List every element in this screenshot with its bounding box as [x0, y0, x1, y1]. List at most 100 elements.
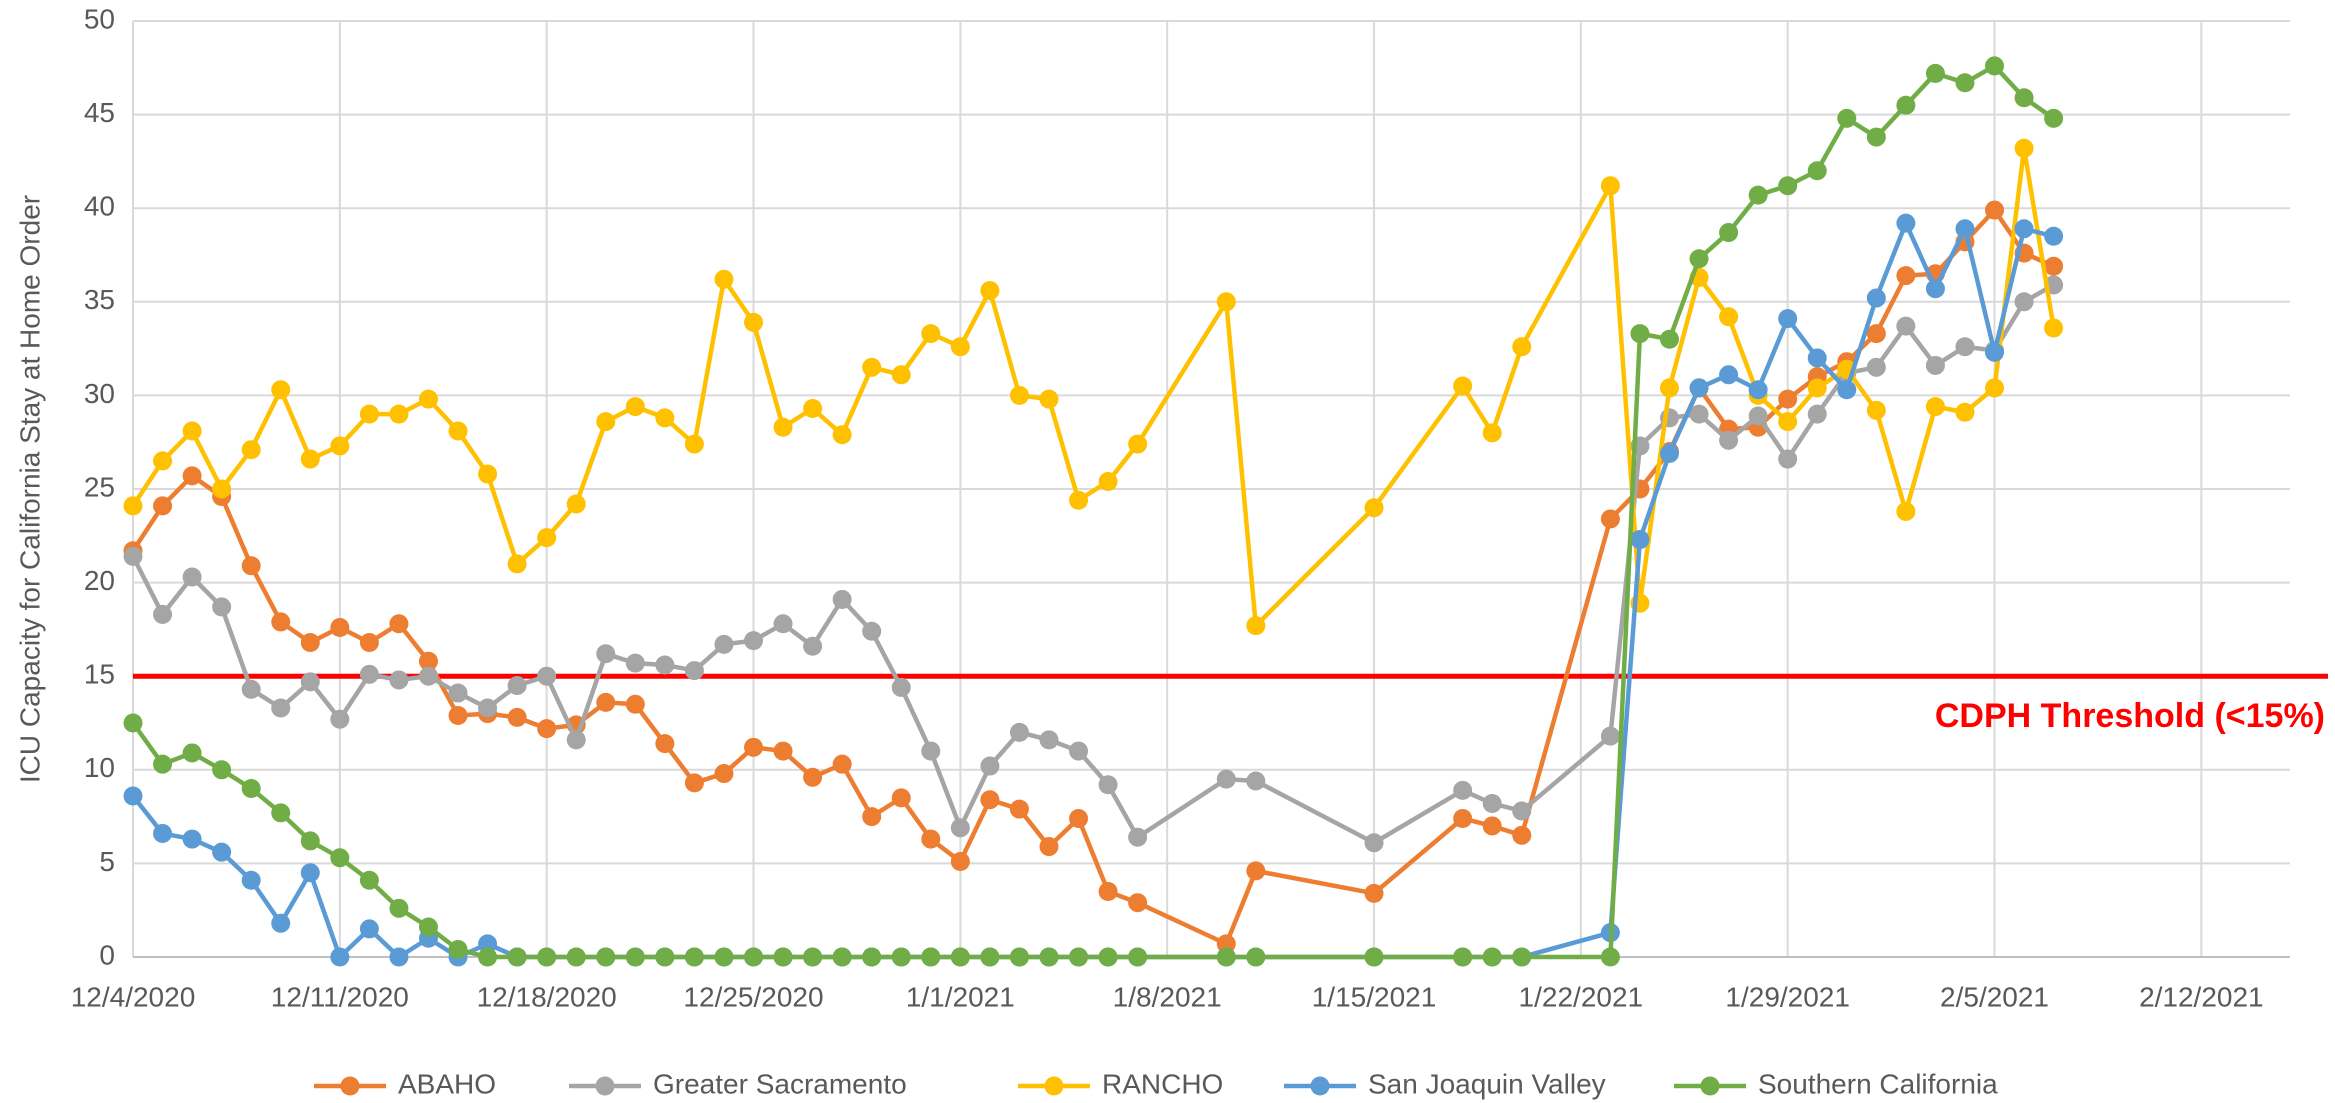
data-point: [1069, 947, 1089, 967]
data-point: [507, 947, 527, 967]
data-point: [241, 779, 261, 799]
x-tick-label: 1/15/2021: [1312, 981, 1437, 1012]
data-point: [1719, 307, 1739, 327]
data-point: [714, 634, 734, 654]
x-tick-label: 12/18/2020: [477, 981, 617, 1012]
data-point: [566, 947, 586, 967]
data-point: [271, 803, 291, 823]
data-point: [359, 919, 379, 939]
data-point: [478, 934, 498, 954]
data-point: [241, 440, 261, 460]
legend-marker: [1310, 1076, 1330, 1096]
data-point: [1866, 400, 1886, 420]
data-point: [330, 618, 350, 638]
y-tick-label: 30: [84, 378, 115, 409]
data-point: [1896, 266, 1916, 286]
data-point: [1925, 63, 1945, 83]
data-point: [1866, 288, 1886, 308]
data-point: [1925, 355, 1945, 375]
data-point: [1778, 449, 1798, 469]
data-point: [1512, 337, 1532, 357]
data-point: [950, 818, 970, 838]
data-point: [980, 790, 1000, 810]
data-point: [1985, 378, 2005, 398]
data-point: [153, 823, 173, 843]
data-point: [537, 666, 557, 686]
data-point: [359, 870, 379, 890]
data-point: [1866, 127, 1886, 147]
data-point: [1748, 380, 1768, 400]
data-point: [1837, 380, 1857, 400]
data-point: [714, 947, 734, 967]
y-tick-label: 40: [84, 191, 115, 222]
data-point: [1216, 292, 1236, 312]
data-point: [862, 621, 882, 641]
data-point: [862, 947, 882, 967]
data-point: [832, 947, 852, 967]
data-point: [744, 737, 764, 757]
data-point: [2014, 138, 2034, 158]
legend-label: RANCHO: [1102, 1068, 1223, 1099]
y-tick-label: 20: [84, 565, 115, 596]
data-point: [330, 709, 350, 729]
data-point: [1364, 498, 1384, 518]
data-point: [891, 947, 911, 967]
data-point: [891, 677, 911, 697]
data-point: [1069, 808, 1089, 828]
data-point: [1009, 947, 1029, 967]
data-point: [507, 707, 527, 727]
data-point: [1955, 337, 1975, 357]
data-point: [448, 683, 468, 703]
series-line: [131, 220, 2055, 960]
data-point: [182, 421, 202, 441]
data-point: [1128, 434, 1148, 454]
data-point: [596, 412, 616, 432]
y-tick-label: 45: [84, 97, 115, 128]
data-point: [1482, 947, 1502, 967]
data-point: [271, 698, 291, 718]
data-point: [123, 786, 143, 806]
data-point: [980, 947, 1000, 967]
data-point: [655, 408, 675, 428]
data-point: [655, 734, 675, 754]
data-point: [241, 870, 261, 890]
data-point: [950, 947, 970, 967]
data-point: [241, 556, 261, 576]
data-point: [862, 807, 882, 827]
data-point: [330, 848, 350, 868]
y-tick-label: 15: [84, 659, 115, 690]
data-point: [389, 947, 409, 967]
data-point: [596, 644, 616, 664]
legend-label: ABAHO: [398, 1068, 496, 1099]
data-point: [1807, 161, 1827, 181]
data-point: [1009, 799, 1029, 819]
data-point: [1896, 316, 1916, 336]
data-point: [1216, 934, 1236, 954]
data-point: [1748, 185, 1768, 205]
data-point: [1512, 947, 1532, 967]
data-point: [1778, 176, 1798, 196]
data-point: [1955, 73, 1975, 93]
data-point: [212, 842, 232, 862]
data-point: [1216, 947, 1236, 967]
data-point: [803, 636, 823, 656]
data-point: [153, 496, 173, 516]
data-point: [744, 947, 764, 967]
data-point: [1659, 443, 1679, 463]
data-point: [1925, 279, 1945, 299]
x-tick-label: 1/29/2021: [1725, 981, 1850, 1012]
data-point: [389, 670, 409, 690]
data-point: [241, 679, 261, 699]
data-point: [537, 947, 557, 967]
data-point: [300, 863, 320, 883]
data-point: [803, 767, 823, 787]
x-tick-label: 12/4/2020: [71, 981, 196, 1012]
data-point: [418, 389, 438, 409]
x-tick-label: 1/22/2021: [1519, 981, 1644, 1012]
data-point: [1985, 200, 2005, 220]
data-point: [300, 633, 320, 653]
data-point: [1098, 775, 1118, 795]
data-point: [625, 653, 645, 673]
data-point: [1482, 423, 1502, 443]
data-point: [1098, 947, 1118, 967]
